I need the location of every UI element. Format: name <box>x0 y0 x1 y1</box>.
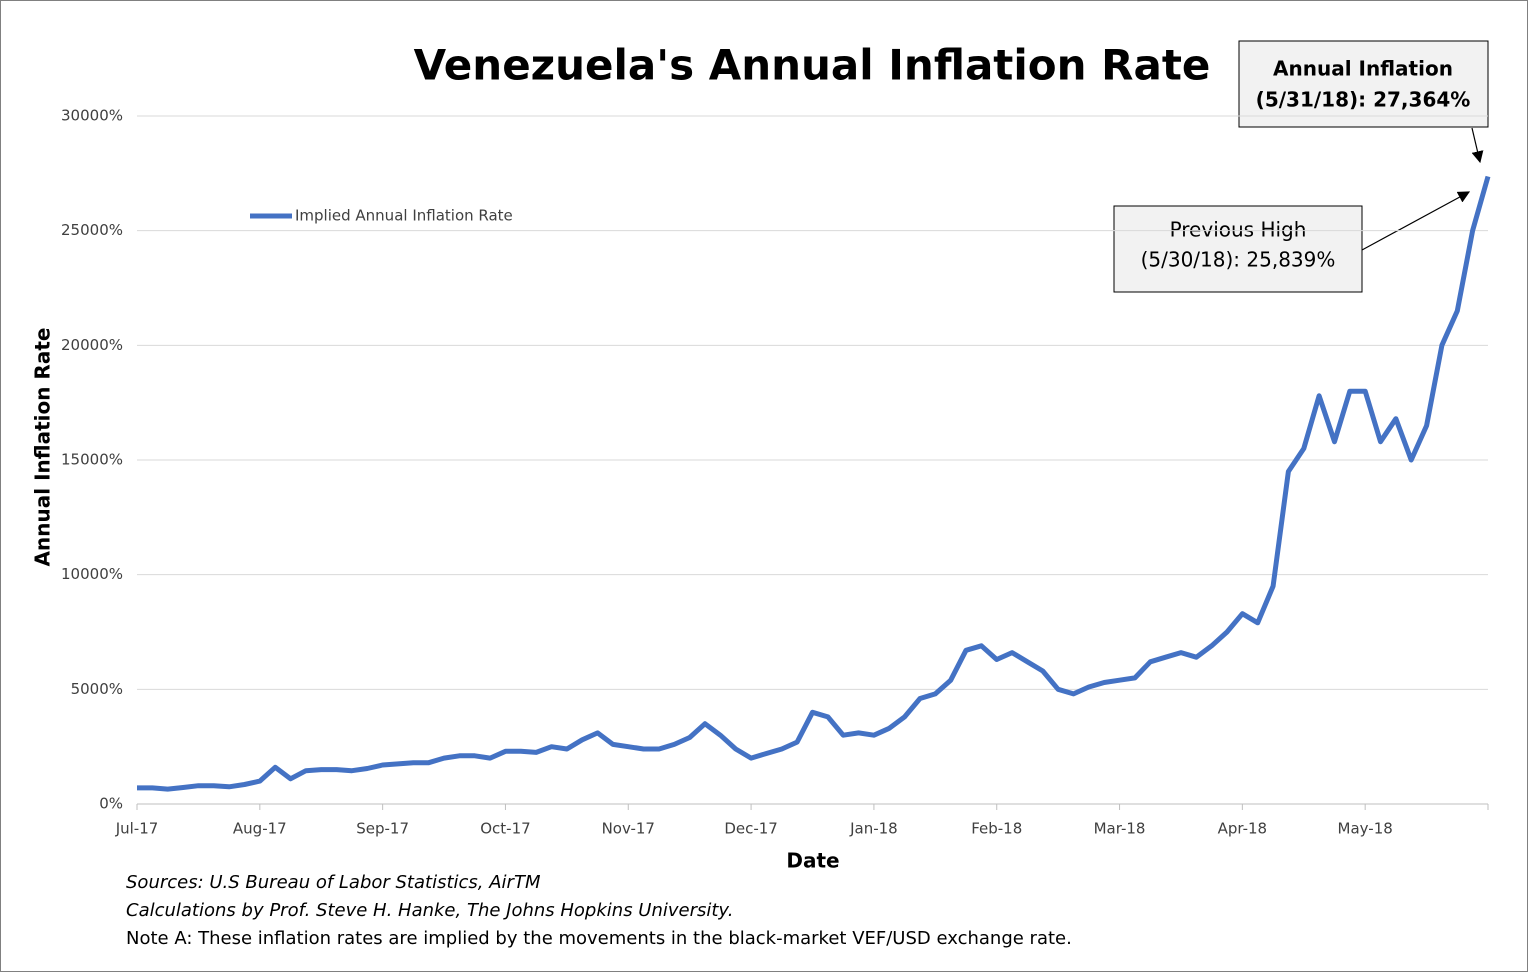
annotation-text: Annual Inflation <box>1273 57 1453 81</box>
x-tick-label: Jan-18 <box>849 820 898 838</box>
y-tick-label: 15000% <box>61 451 123 469</box>
note: Calculations by Prof. Steve H. Hanke, Th… <box>126 900 733 921</box>
y-tick-label: 20000% <box>61 336 123 354</box>
x-tick-label: May-18 <box>1338 820 1393 838</box>
y-axis-label: Annual Inflation Rate <box>31 328 55 567</box>
x-tick-label: Feb-18 <box>971 820 1022 838</box>
x-tick-label: Jul-17 <box>115 820 159 838</box>
x-tick-label: Apr-18 <box>1218 820 1268 838</box>
x-tick-label: Sep-17 <box>356 820 409 838</box>
x-tick-label: Oct-17 <box>480 820 530 838</box>
annotation-box <box>1113 205 1363 293</box>
x-tick-label: Nov-17 <box>602 820 655 838</box>
legend-label: Implied Annual Inflation Rate <box>295 207 513 225</box>
x-tick-label: Aug-17 <box>233 820 287 838</box>
y-tick-label: 30000% <box>61 107 123 125</box>
x-tick-label: Dec-17 <box>724 820 778 838</box>
y-tick-label: 25000% <box>61 221 123 239</box>
series-line <box>137 175 1491 792</box>
annotation-arrow <box>1471 127 1484 164</box>
annotation-text: (5/30/18): 25,839% <box>1141 248 1336 272</box>
y-tick-label: 0% <box>99 795 123 813</box>
x-axis-label: Date <box>786 849 839 873</box>
note: Sources: U.S Bureau of Labor Statistics,… <box>126 872 541 893</box>
annotation-text: (5/31/18): 27,364% <box>1256 88 1471 112</box>
y-tick-label: 10000% <box>61 565 123 583</box>
annotation-arrow <box>1361 191 1471 251</box>
note: Note A: These inflation rates are implie… <box>126 928 1072 949</box>
annotation-text: Previous High <box>1170 218 1307 242</box>
y-tick-label: 5000% <box>71 680 123 698</box>
x-tick-label: Mar-18 <box>1094 820 1146 838</box>
chart-title: Venezuela's Annual Inflation Rate <box>414 41 1211 90</box>
annotation-box <box>1238 40 1489 128</box>
